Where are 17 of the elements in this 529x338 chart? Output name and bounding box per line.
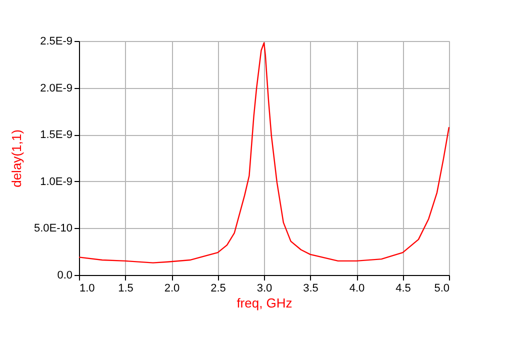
x-tick-label: 5.0	[434, 282, 450, 294]
x-tick-label: 2.0	[164, 282, 180, 294]
x-tick-label: 3.0	[256, 282, 272, 294]
y-tick-label: 2.5E-9	[40, 36, 72, 48]
x-tick-label: 2.5	[210, 282, 226, 294]
y-axis-title: delay(1,1)	[8, 130, 24, 188]
y-tick-label: 1.0E-9	[40, 176, 72, 188]
y-tick-label: 2.0E-9	[40, 82, 72, 94]
x-tick-label: 1.5	[118, 282, 134, 294]
x-tick-label: 4.0	[349, 282, 365, 294]
y-tick-label: 5.0E-10	[34, 222, 72, 235]
x-tick-label: 1.0	[80, 282, 95, 294]
y-tick-label: 1.5E-9	[40, 129, 72, 142]
x-tick-label: 3.5	[303, 282, 318, 294]
x-axis-title: freq, GHz	[236, 296, 292, 310]
y-tick-label: 0.0	[57, 270, 72, 282]
x-tick-label: 4.5	[396, 282, 411, 294]
